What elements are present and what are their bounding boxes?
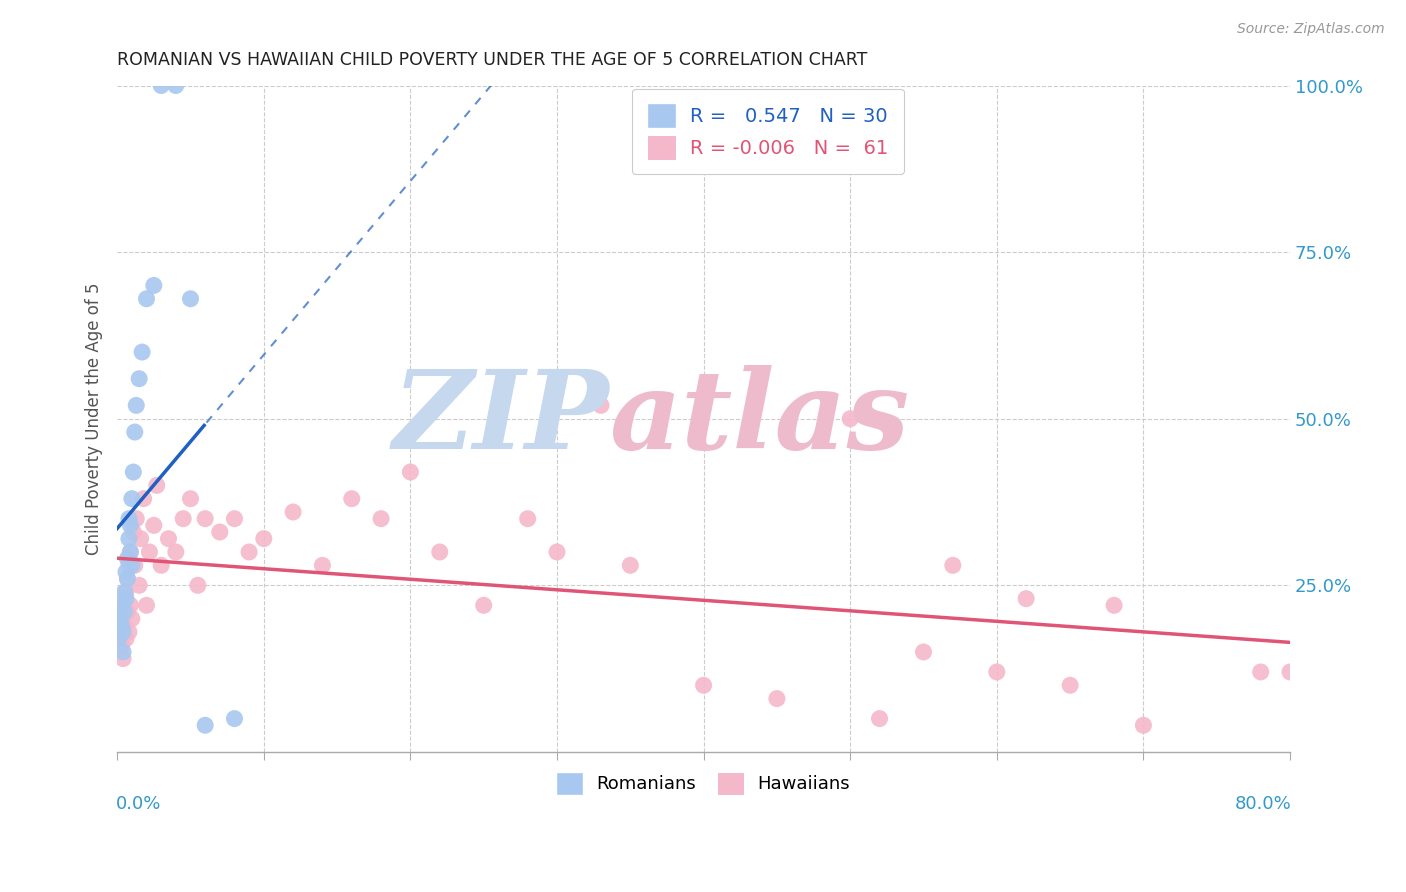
Point [118,558,141,573]
Point [869,712,891,726]
Point [429,545,451,559]
Point [132,491,155,506]
Point [135,599,157,613]
Point [516,511,538,525]
Point [115,632,138,646]
Point [194,718,217,732]
Point [125,398,148,412]
Point [121,491,143,506]
Point [146,478,169,492]
Point [692,678,714,692]
Point [311,558,333,573]
Point [142,518,165,533]
Point [117,605,139,619]
Point [1250,665,1272,679]
Point [118,624,141,639]
Point [118,511,141,525]
Point [281,505,304,519]
Point [208,524,231,539]
Point [114,591,136,606]
Point [1132,718,1154,732]
Point [1015,591,1038,606]
Point [942,558,965,573]
Text: 0.0%: 0.0% [117,796,162,814]
Point [108,624,131,639]
Point [1059,678,1081,692]
Point [986,665,1008,679]
Point [124,558,146,573]
Point [1102,599,1125,613]
Point [121,558,143,573]
Point [253,532,276,546]
Point [766,691,789,706]
Point [224,712,246,726]
Point [108,612,131,626]
Point [110,612,132,626]
Point [115,565,138,579]
Point [114,618,136,632]
Point [120,599,142,613]
Point [194,511,217,525]
Point [120,545,142,559]
Point [165,78,187,93]
Point [120,518,142,533]
Point [238,545,260,559]
Point [589,398,612,412]
Point [128,372,150,386]
Point [131,345,153,359]
Point [135,292,157,306]
Text: 80.0%: 80.0% [1234,796,1291,814]
Point [340,491,363,506]
Point [129,532,152,546]
Point [118,532,141,546]
Point [179,292,201,306]
Text: Source: ZipAtlas.com: Source: ZipAtlas.com [1237,22,1385,37]
Point [546,545,568,559]
Point [224,511,246,525]
Point [112,651,135,665]
Point [138,545,160,559]
Point [128,578,150,592]
Legend: Romanians, Hawaiians: Romanians, Hawaiians [544,760,863,806]
Point [172,511,194,525]
Point [117,551,139,566]
Point [117,572,139,586]
Point [187,578,209,592]
Point [122,524,145,539]
Point [150,558,173,573]
Text: ZIP: ZIP [394,365,610,473]
Point [1279,665,1302,679]
Point [125,511,148,525]
Text: ROMANIAN VS HAWAIIAN CHILD POVERTY UNDER THE AGE OF 5 CORRELATION CHART: ROMANIAN VS HAWAIIAN CHILD POVERTY UNDER… [117,51,868,69]
Y-axis label: Child Poverty Under the Age of 5: Child Poverty Under the Age of 5 [86,283,103,555]
Point [107,632,129,646]
Point [114,585,136,599]
Point [122,465,145,479]
Point [619,558,641,573]
Point [124,425,146,439]
Point [112,599,135,613]
Point [370,511,392,525]
Point [165,545,187,559]
Point [142,278,165,293]
Point [115,591,138,606]
Point [179,491,201,506]
Point [399,465,422,479]
Point [120,545,142,559]
Point [117,572,139,586]
Point [112,624,135,639]
Point [112,645,135,659]
Point [912,645,935,659]
Point [115,585,138,599]
Point [121,612,143,626]
Point [110,618,132,632]
Point [110,638,132,652]
Point [150,78,173,93]
Point [839,411,862,425]
Point [114,605,136,619]
Point [472,599,495,613]
Point [157,532,180,546]
Text: atlas: atlas [610,365,910,473]
Point [110,599,132,613]
